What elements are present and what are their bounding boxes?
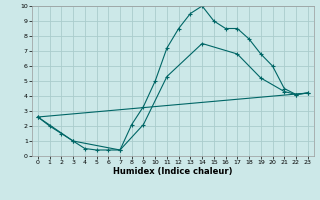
X-axis label: Humidex (Indice chaleur): Humidex (Indice chaleur) bbox=[113, 167, 233, 176]
